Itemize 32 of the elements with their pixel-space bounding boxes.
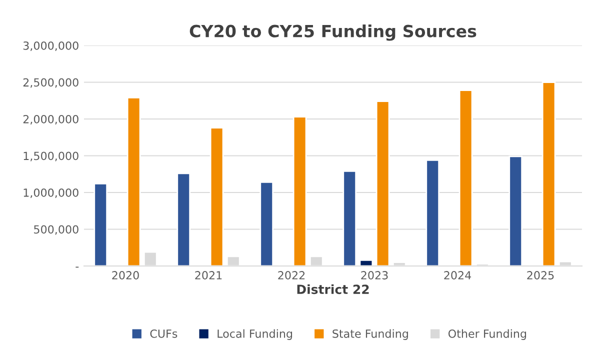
x-tick-label: 2023 [361, 271, 388, 280]
bar [94, 182, 108, 266]
bar [292, 116, 307, 266]
bar [126, 96, 141, 266]
legend-label: CUFs [150, 329, 178, 338]
bar [210, 127, 224, 266]
bar [176, 172, 191, 266]
bar [359, 259, 374, 266]
y-tick-label: 2,000,000 [23, 114, 78, 125]
x-tick-label: 2022 [278, 271, 305, 280]
bar [508, 156, 523, 266]
y-tick-label: 1,000,000 [24, 188, 78, 198]
legend-label: Other Funding [448, 329, 526, 340]
y-tick-label: 500,000 [34, 225, 78, 235]
bar [260, 182, 274, 266]
bar [542, 82, 556, 266]
chart-title: CY20 to CY25 Funding Sources [190, 24, 476, 41]
bar [458, 90, 473, 266]
y-tick-label: 3,000,000 [23, 41, 78, 52]
x-tick-label: 2021 [195, 271, 222, 280]
legend-label: State Funding [332, 329, 408, 340]
bar [342, 170, 357, 266]
bar [426, 159, 440, 266]
x-axis-title: District 22 [297, 284, 369, 294]
x-tick-label: 2024 [444, 271, 472, 280]
bar [376, 100, 390, 266]
x-tick-label: 2025 [527, 271, 554, 280]
legend-label: Local Funding [218, 329, 292, 340]
x-tick-label: 2020 [112, 271, 139, 280]
y-tick-label: 1,500,000 [24, 152, 78, 162]
y-tick-label: 2,500,000 [23, 78, 78, 88]
y-tick-label: - [76, 266, 79, 268]
